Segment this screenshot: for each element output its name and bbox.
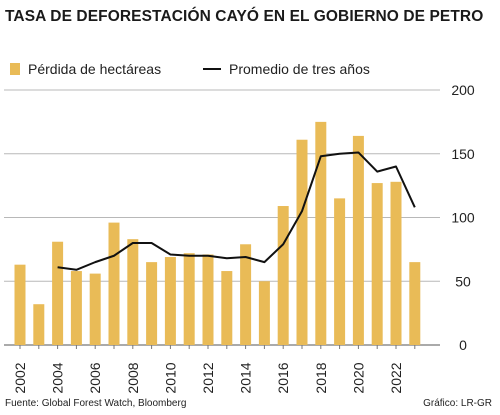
y-tick-label: 0 [459,337,467,353]
bar [240,244,252,345]
bar [296,139,308,345]
x-tick-label: 2022 [388,362,404,393]
legend-label-line: Promedio de tres años [229,61,370,77]
x-tick-label: 2014 [238,362,254,393]
legend-item-line: Promedio de tres años [203,61,370,77]
bar [70,271,82,345]
x-tick-label: 2006 [87,362,103,393]
bar [146,262,158,345]
bar [315,121,327,345]
bar [183,253,195,345]
legend-swatch-bar [10,63,20,75]
x-tick-label: 2018 [313,362,329,393]
legend-swatch-line [203,68,221,70]
bar [390,181,402,345]
x-tick-label: 2020 [350,362,366,393]
bar [202,254,214,345]
source-note: Fuente: Global Forest Watch, Bloomberg [5,398,187,409]
bar [14,264,26,345]
legend: Pérdida de hectáreas Promedio de tres añ… [0,61,500,81]
x-tick-label: 2016 [275,362,291,393]
bar [258,281,270,345]
legend-item-bars: Pérdida de hectáreas [10,61,161,77]
bar [352,135,364,345]
x-tick-label: 2002 [12,362,28,393]
y-tick-label: 200 [451,82,475,98]
average-line [57,151,416,271]
bar [108,222,120,345]
bar [164,257,176,345]
credit-note: Gráfico: LR-GR [423,398,492,409]
legend-label-bars: Pérdida de hectáreas [28,61,162,77]
bar [33,304,45,345]
chart-title: TASA DE DEFORESTACIÓN CAYÓ EN EL GOBIERN… [5,8,484,25]
y-tick-label: 100 [451,210,475,226]
bar [409,262,421,345]
bar [221,271,233,345]
x-tick-label: 2010 [162,362,178,393]
y-tick-label: 50 [455,273,471,289]
bar [277,206,289,345]
x-tick-label: 2004 [50,362,66,393]
bar [89,273,101,345]
bar [334,198,346,345]
x-tick-label: 2008 [125,362,141,393]
x-tick-label: 2012 [200,362,216,393]
y-tick-label: 150 [451,146,475,162]
bar [52,241,64,345]
bar [127,239,139,345]
bar [371,183,383,345]
